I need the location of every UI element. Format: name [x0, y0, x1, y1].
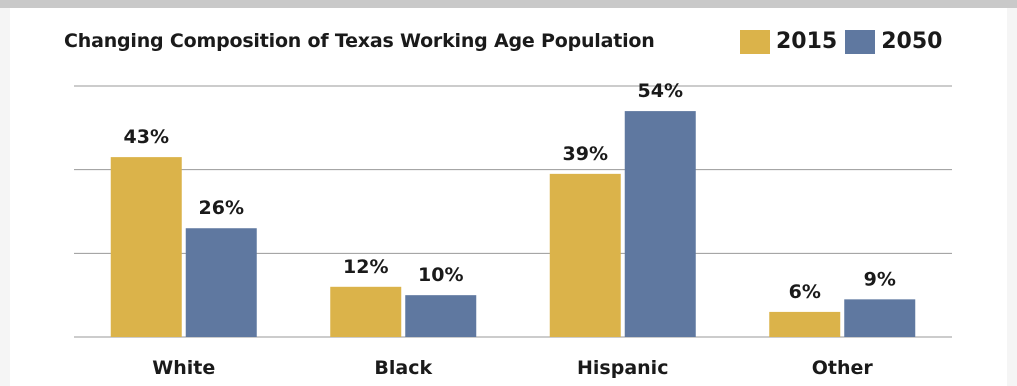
bar-white-2015 [110, 157, 182, 337]
data-label-hispanic-2050: 54% [638, 80, 683, 102]
top-border [0, 0, 1017, 8]
legend-item-2050: 2050 [845, 29, 942, 54]
data-label-hispanic-2015: 39% [563, 143, 608, 165]
bar-white-2050 [185, 228, 257, 337]
legend-swatch-2050 [845, 29, 876, 54]
legend-label-2050: 2050 [881, 29, 943, 54]
category-label-other: Other [812, 357, 874, 379]
bar-hispanic-2050 [624, 111, 696, 337]
legend: 2015 2050 [740, 29, 950, 54]
category-label-hispanic: Hispanic [577, 357, 668, 379]
bar-black-2050 [405, 295, 477, 337]
bar-other-2050 [844, 299, 916, 337]
category-label-black: Black [374, 357, 432, 379]
data-label-black-2050: 10% [418, 264, 463, 286]
data-label-other-2050: 9% [864, 268, 896, 290]
category-label-white: White [152, 357, 215, 379]
data-label-white-2015: 43% [124, 126, 169, 148]
bar-other-2015 [769, 311, 841, 337]
bar-hispanic-2015 [549, 173, 621, 337]
data-label-black-2015: 12% [343, 256, 388, 278]
data-label-other-2015: 6% [789, 281, 821, 303]
data-label-white-2050: 26% [199, 197, 244, 219]
legend-label-2015: 2015 [776, 29, 838, 54]
bar-black-2015 [330, 286, 402, 337]
legend-swatch-2015 [740, 29, 770, 54]
legend-item-2015: 2015 [740, 29, 837, 54]
chart-title: Changing Composition of Texas Working Ag… [64, 30, 655, 52]
